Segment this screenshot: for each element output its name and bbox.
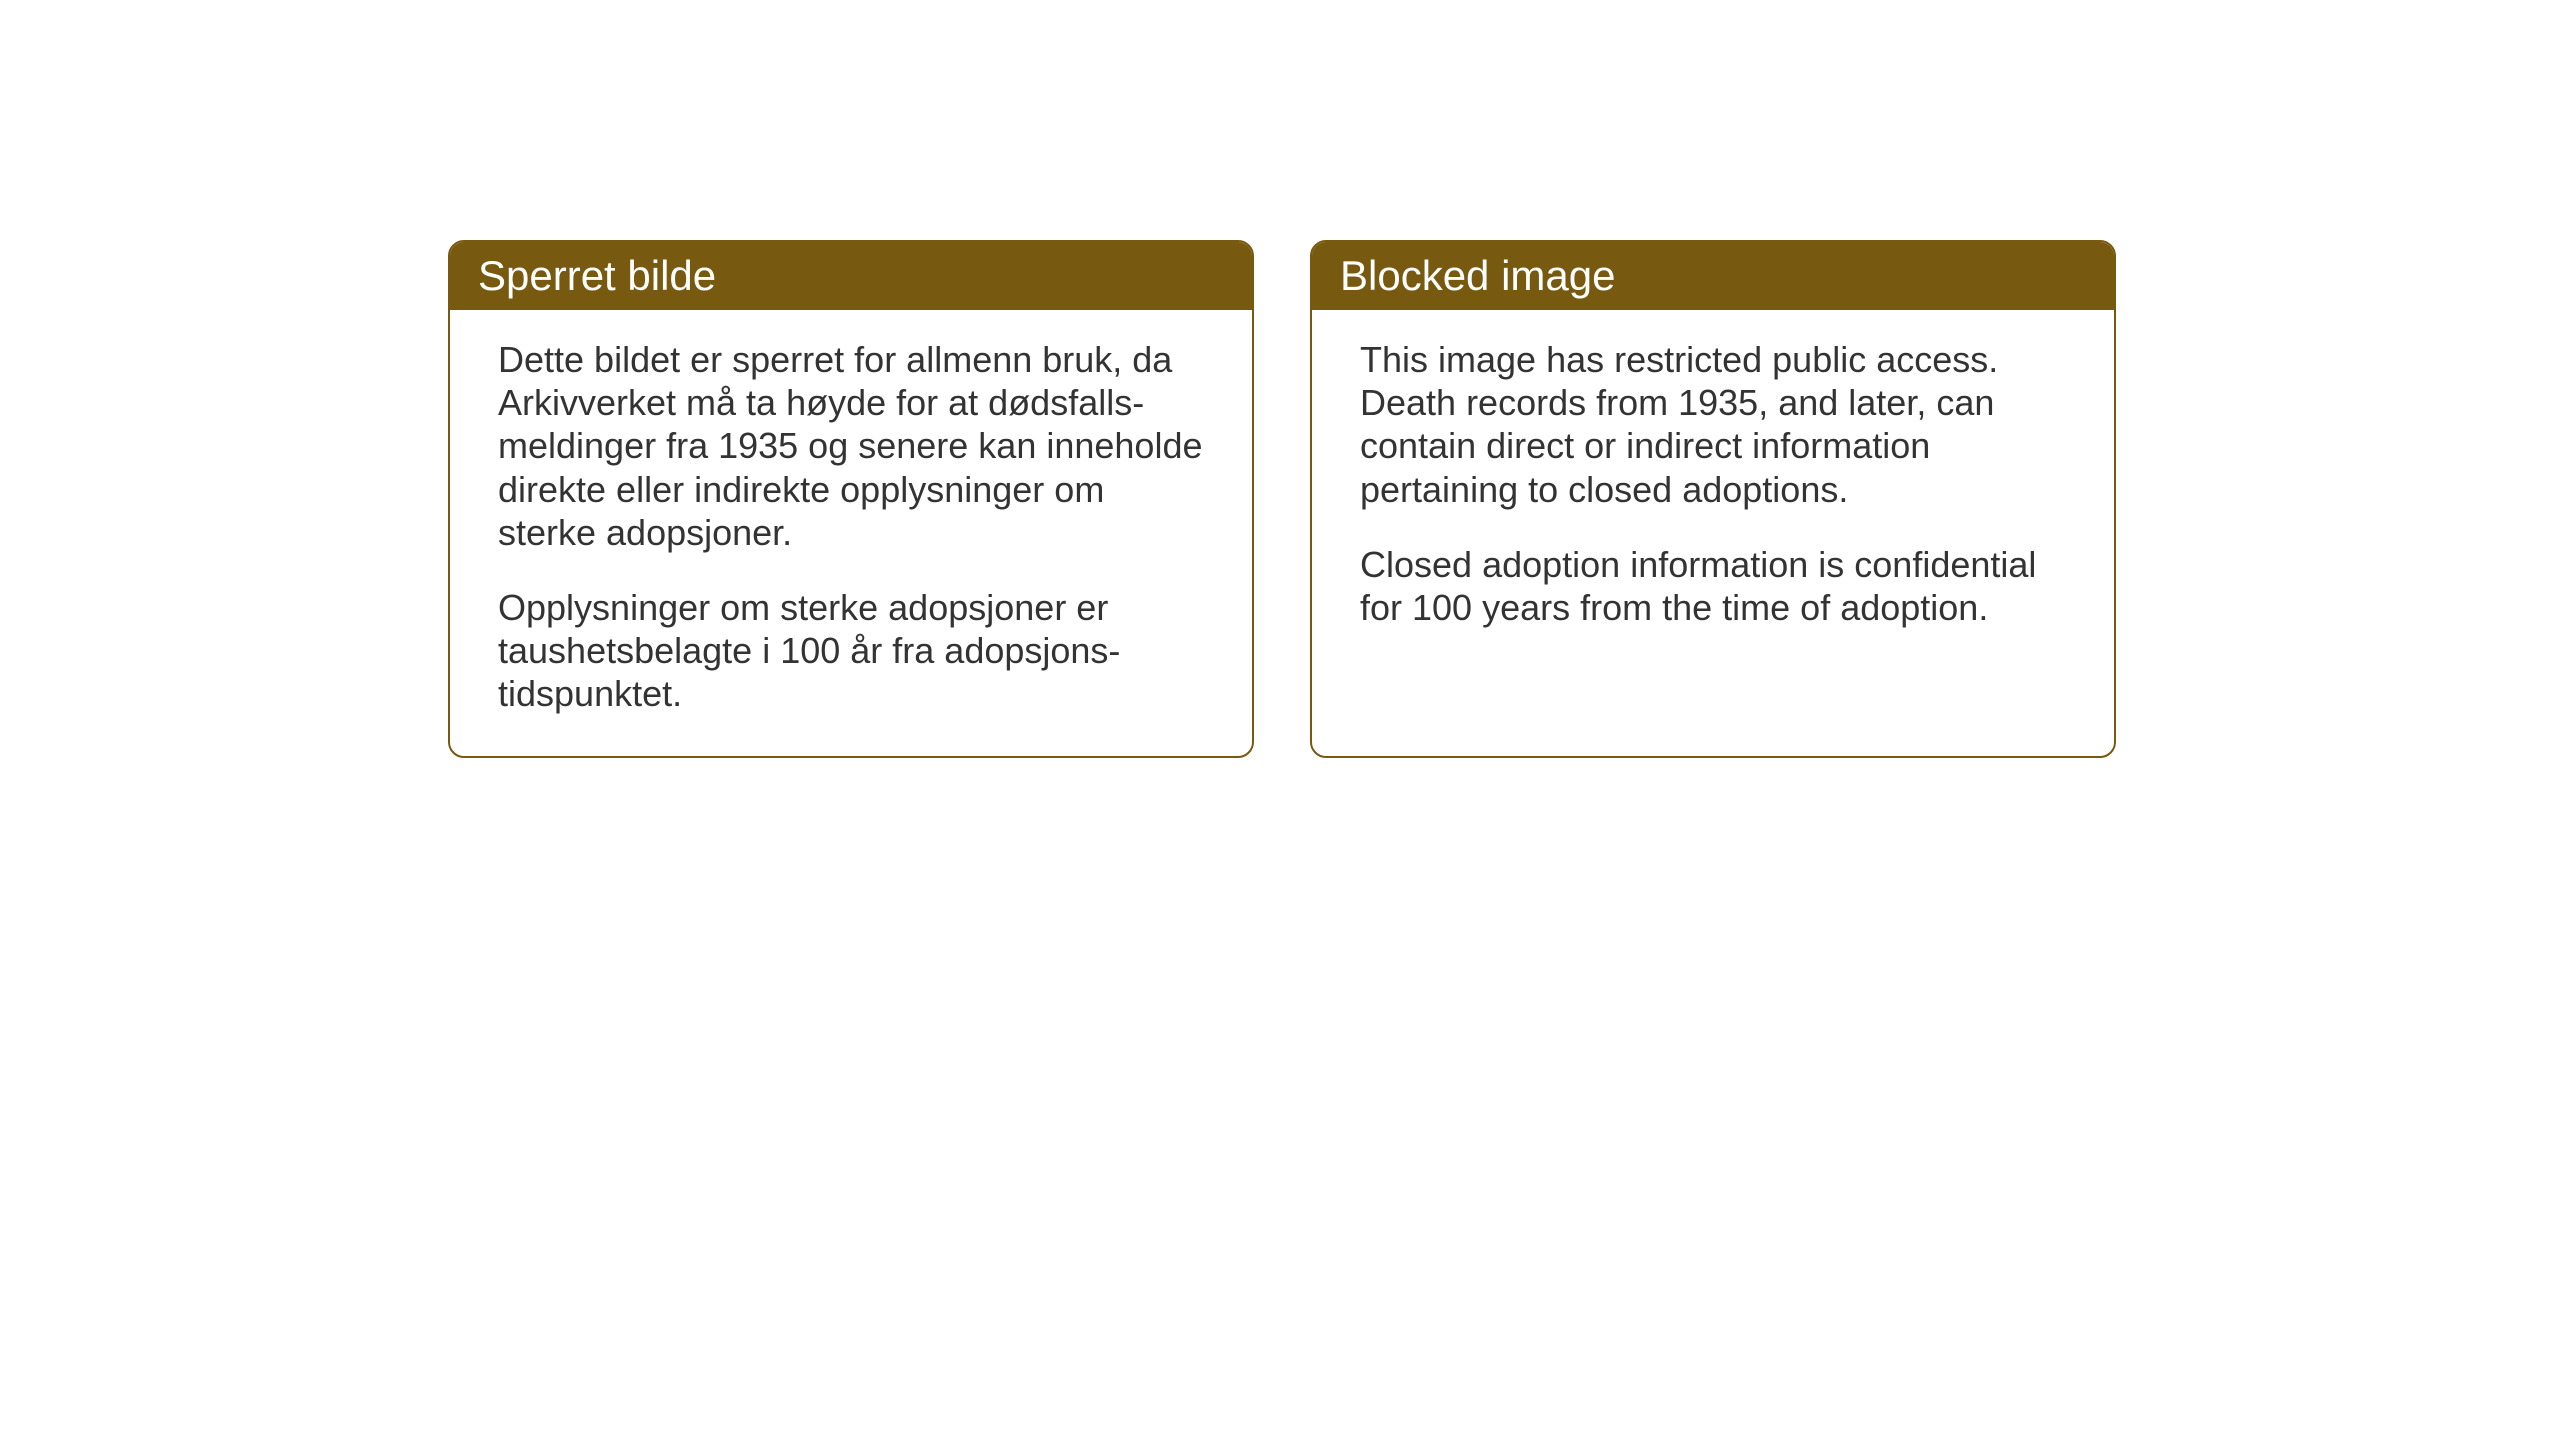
norwegian-paragraph-1: Dette bildet er sperret for allmenn bruk… (498, 338, 1204, 554)
english-paragraph-2: Closed adoption information is confident… (1360, 543, 2066, 629)
english-card-body: This image has restricted public access.… (1312, 310, 2114, 669)
norwegian-paragraph-2: Opplysninger om sterke adopsjoner er tau… (498, 586, 1204, 716)
norwegian-card: Sperret bilde Dette bildet er sperret fo… (448, 240, 1254, 758)
english-card-title: Blocked image (1312, 242, 2114, 310)
cards-container: Sperret bilde Dette bildet er sperret fo… (448, 240, 2116, 758)
norwegian-card-title: Sperret bilde (450, 242, 1252, 310)
english-card: Blocked image This image has restricted … (1310, 240, 2116, 758)
norwegian-card-body: Dette bildet er sperret for allmenn bruk… (450, 310, 1252, 756)
english-paragraph-1: This image has restricted public access.… (1360, 338, 2066, 511)
